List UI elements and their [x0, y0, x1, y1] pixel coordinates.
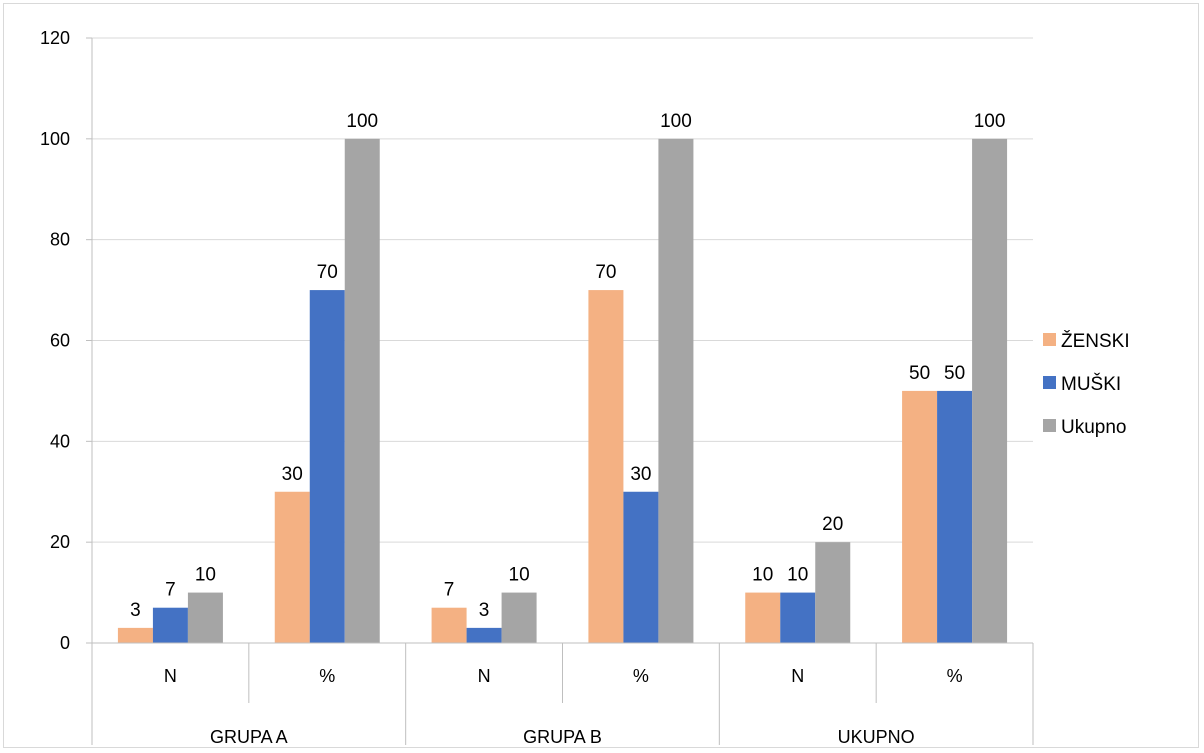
data-label: 30: [630, 464, 651, 485]
bar: [344, 138, 380, 644]
bar: [466, 627, 502, 643]
data-labels: 3 7 10 30 70 100 7 3 10 70 30 100 10 10 20 50 50 100: [130, 111, 1005, 621]
bar: [309, 290, 345, 643]
bars: [117, 138, 1008, 644]
y-tick-label: 0: [60, 633, 70, 653]
bar: [588, 290, 624, 643]
bar: [152, 607, 188, 643]
data-label: 100: [974, 111, 1006, 132]
data-label: 10: [787, 565, 808, 586]
bar: [658, 138, 694, 644]
bar: [937, 390, 973, 643]
y-tick-label: 80: [50, 230, 70, 250]
data-label: 100: [660, 111, 692, 132]
x-tick-label: %: [947, 666, 963, 686]
x-tick-label: N: [478, 666, 491, 686]
gridlines: [92, 37, 1033, 543]
data-label: 70: [595, 262, 616, 283]
legend-swatch: [1043, 333, 1056, 346]
data-label: 30: [282, 464, 303, 485]
data-label: 7: [165, 580, 176, 601]
bar: [431, 607, 467, 643]
legend-swatch: [1043, 376, 1056, 389]
bar: [815, 542, 851, 643]
legend-swatch: [1043, 419, 1056, 432]
x-tick-label: %: [633, 666, 649, 686]
x-tick-label: N: [791, 666, 804, 686]
group-label: GRUPA A: [210, 727, 288, 747]
y-tick-label: 20: [50, 532, 70, 552]
data-label: 10: [752, 565, 773, 586]
y-tick-label: 120: [40, 28, 70, 48]
bar: [501, 592, 537, 643]
data-label: 100: [346, 111, 378, 132]
group-label: UKUPNO: [838, 727, 915, 747]
data-label: 70: [317, 262, 338, 283]
x-tick-label: N: [164, 666, 177, 686]
data-label: 50: [944, 363, 965, 384]
bar: [780, 592, 816, 643]
data-label: 10: [195, 565, 216, 586]
bar: [187, 592, 223, 643]
legend: ŽENSKI MUŠKI Ukupno: [1043, 330, 1130, 438]
data-label: 50: [909, 363, 930, 384]
x-tick-label: %: [319, 666, 335, 686]
y-tick-label: 60: [50, 331, 70, 351]
data-label: 7: [444, 580, 455, 601]
bar: [117, 627, 153, 643]
bar: [745, 592, 781, 643]
y-tick-label: 40: [50, 431, 70, 451]
data-label: 20: [822, 514, 843, 535]
bar: [972, 138, 1008, 644]
data-label: 3: [130, 600, 141, 621]
bar: [274, 491, 310, 643]
y-tick-label: 100: [40, 129, 70, 149]
axes: 0 20 40 60 80 100 120 N% N% N % GRUPA A GRUPA B UKUPN…: [40, 28, 1034, 747]
bar: [902, 390, 938, 643]
data-label: 10: [509, 565, 530, 586]
legend-label: MUŠKI: [1061, 373, 1121, 395]
legend-label: ŽENSKI: [1061, 330, 1130, 352]
bar: [623, 491, 659, 643]
legend-label: Ukupno: [1061, 417, 1127, 438]
data-label: 3: [479, 600, 490, 621]
group-label: GRUPA B: [523, 727, 602, 747]
